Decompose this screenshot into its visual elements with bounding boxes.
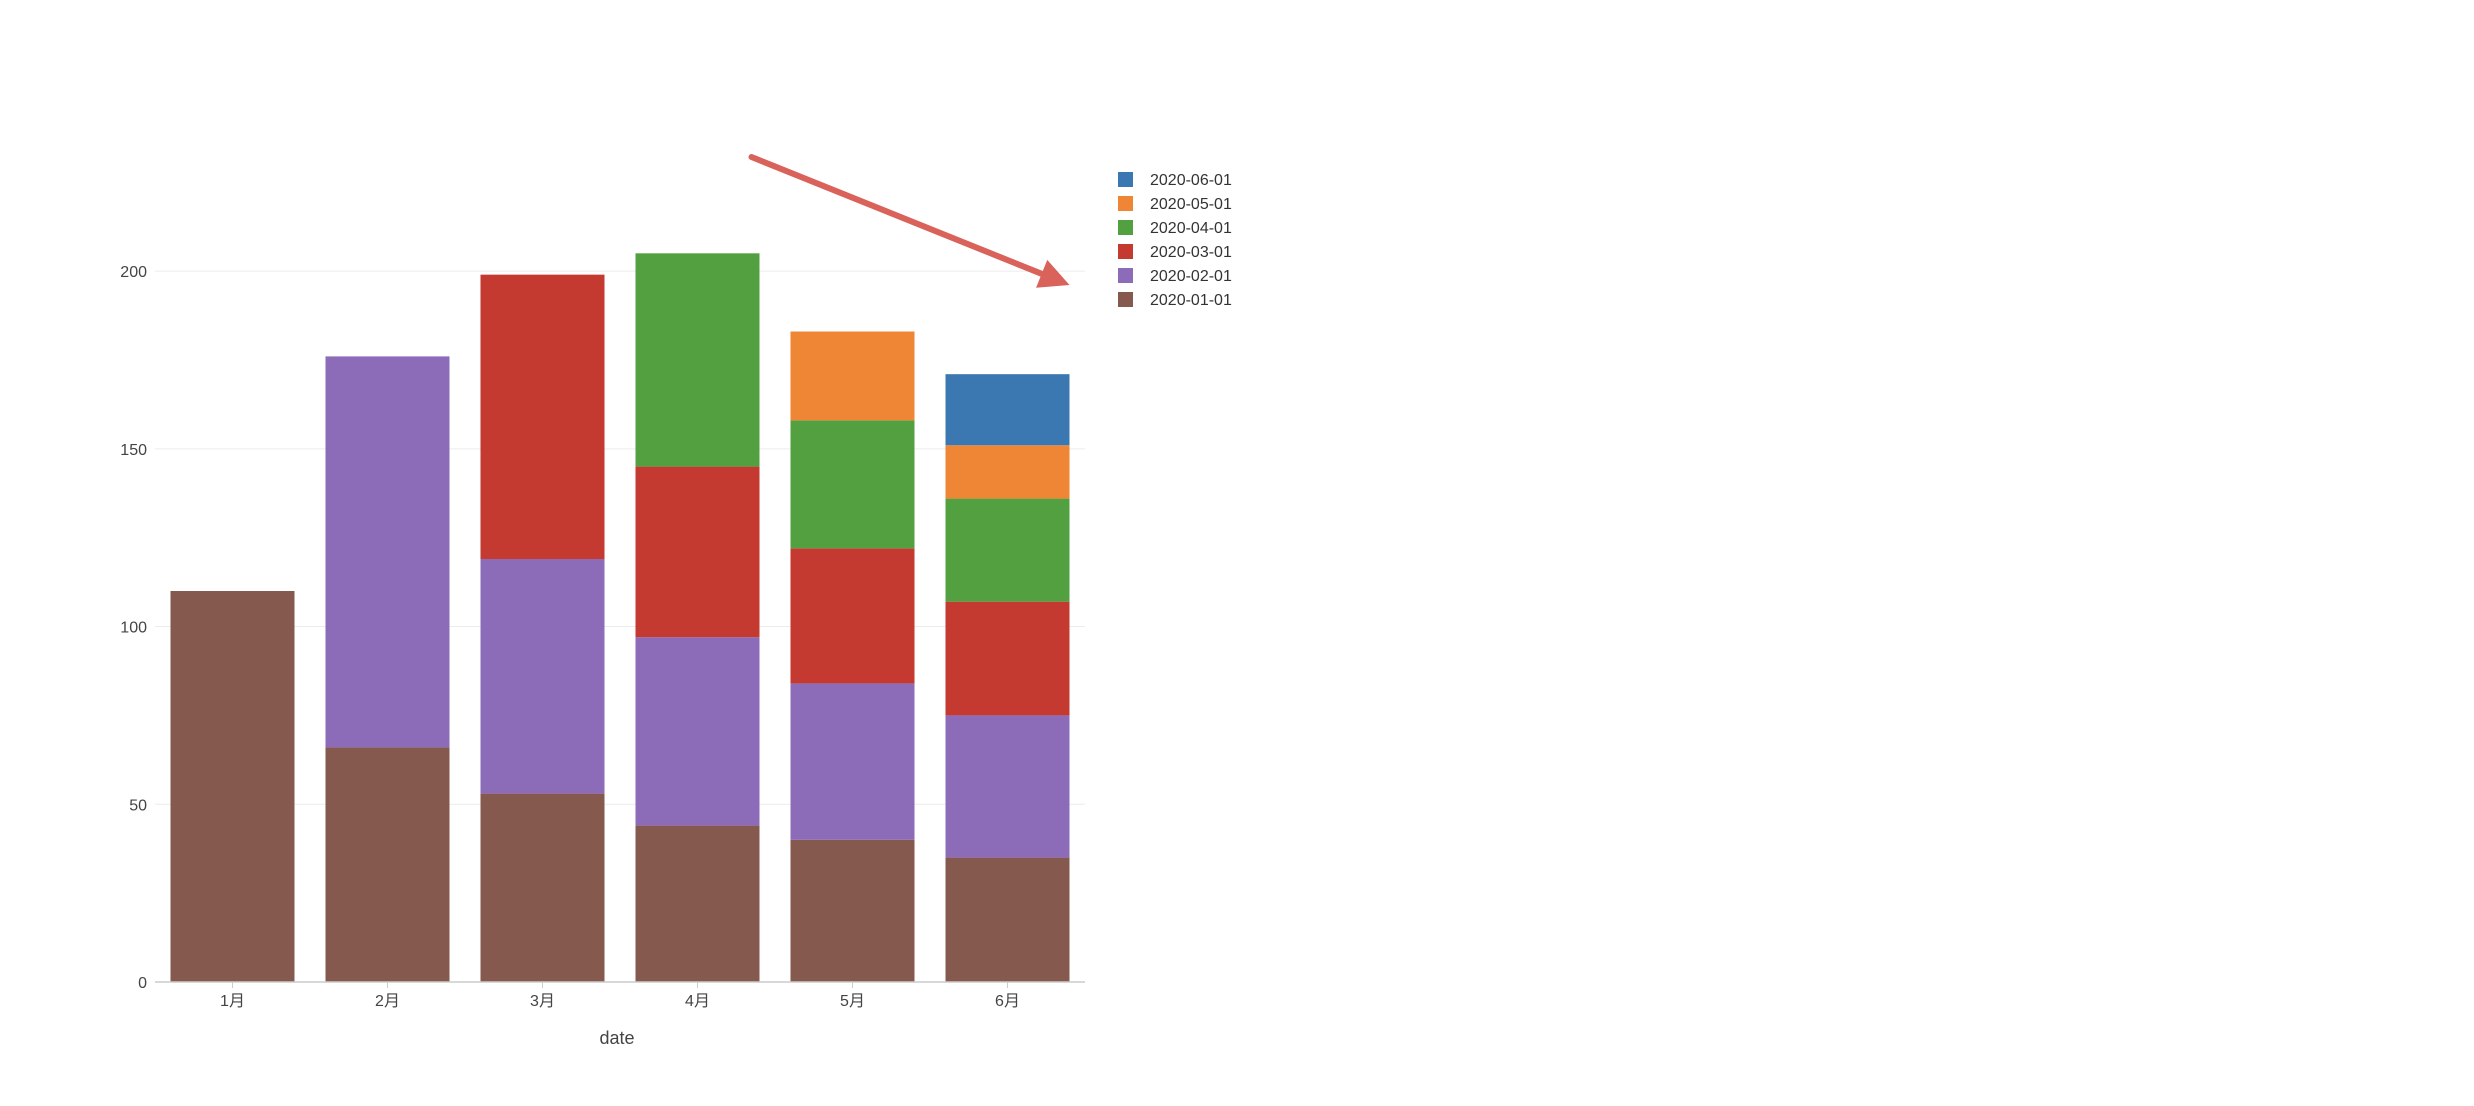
grid-lines bbox=[155, 270, 1085, 805]
bar-segment-2020-01-01[interactable] bbox=[945, 857, 1070, 982]
bar-segment-2020-05-01[interactable] bbox=[945, 445, 1070, 499]
legend-label: 2020-03-01 bbox=[1150, 244, 1232, 261]
bar-segment-2020-02-01[interactable] bbox=[480, 559, 605, 794]
bar-segment-2020-05-01[interactable] bbox=[790, 331, 915, 421]
y-tick-label: 200 bbox=[120, 264, 147, 281]
x-tick-label: 2月 bbox=[375, 993, 400, 1010]
x-tick-label: 6月 bbox=[995, 993, 1020, 1010]
bar-segment-2020-03-01[interactable] bbox=[790, 548, 915, 684]
bar-segment-2020-01-01[interactable] bbox=[790, 839, 915, 982]
bar-segment-2020-02-01[interactable] bbox=[790, 683, 915, 840]
legend-label: 2020-06-01 bbox=[1150, 172, 1232, 189]
bar-segment-2020-02-01[interactable] bbox=[635, 637, 760, 826]
x-axis-title: date bbox=[599, 1028, 634, 1048]
bar-segment-2020-03-01[interactable] bbox=[635, 466, 760, 638]
trend-arrow bbox=[748, 154, 1070, 288]
y-tick-label: 150 bbox=[120, 442, 147, 459]
bars bbox=[170, 253, 1070, 982]
legend-swatch bbox=[1118, 196, 1133, 211]
bar-segment-2020-03-01[interactable] bbox=[480, 274, 605, 560]
legend-swatch bbox=[1118, 220, 1133, 235]
legend-item-2020-03-01[interactable]: 2020-03-01 bbox=[1118, 244, 1232, 261]
bar-segment-2020-06-01[interactable] bbox=[945, 374, 1070, 446]
bar-segment-2020-01-01[interactable] bbox=[325, 747, 450, 982]
legend-item-2020-05-01[interactable]: 2020-05-01 bbox=[1118, 196, 1232, 213]
bar-segment-2020-03-01[interactable] bbox=[945, 601, 1070, 716]
legend-item-2020-01-01[interactable]: 2020-01-01 bbox=[1118, 292, 1232, 309]
y-tick-label: 50 bbox=[129, 797, 147, 814]
bar-segment-2020-04-01[interactable] bbox=[790, 420, 915, 549]
legend-swatch bbox=[1118, 172, 1133, 187]
legend-swatch bbox=[1118, 268, 1133, 283]
bar-segment-2020-04-01[interactable] bbox=[635, 253, 760, 467]
bar-segment-2020-02-01[interactable] bbox=[945, 715, 1070, 858]
x-tick-label: 1月 bbox=[220, 993, 245, 1010]
legend-item-2020-06-01[interactable]: 2020-06-01 bbox=[1118, 172, 1232, 189]
legend-label: 2020-02-01 bbox=[1150, 268, 1232, 285]
legend-swatch bbox=[1118, 292, 1133, 307]
bar-segment-2020-01-01[interactable] bbox=[480, 793, 605, 982]
legend-label: 2020-04-01 bbox=[1150, 220, 1232, 237]
arrow-shaft bbox=[748, 154, 1045, 277]
legend-item-2020-02-01[interactable]: 2020-02-01 bbox=[1118, 268, 1232, 285]
bar-segment-2020-04-01[interactable] bbox=[945, 498, 1070, 602]
bar-segment-2020-01-01[interactable] bbox=[170, 591, 295, 982]
y-tick-label: 0 bbox=[138, 975, 147, 992]
x-tick-label: 5月 bbox=[840, 993, 865, 1010]
bar-segment-2020-01-01[interactable] bbox=[635, 825, 760, 982]
x-tick-label: 4月 bbox=[685, 993, 710, 1010]
legend-label: 2020-01-01 bbox=[1150, 292, 1232, 309]
arrow-head bbox=[1036, 259, 1070, 288]
legend-item-2020-04-01[interactable]: 2020-04-01 bbox=[1118, 220, 1232, 237]
bar-segment-2020-02-01[interactable] bbox=[325, 356, 450, 748]
legend-label: 2020-05-01 bbox=[1150, 196, 1232, 213]
legend[interactable]: 2020-06-01 2020-05-01 2020-04-01 2020-03-01… bbox=[1118, 172, 1232, 309]
x-tick-label: 3月 bbox=[530, 993, 555, 1010]
axes: 0 50 100 150 200 1月 2月 3月 4月 5月 6月 bbox=[120, 264, 1085, 1010]
legend-swatch bbox=[1118, 244, 1133, 259]
y-tick-label: 100 bbox=[120, 620, 147, 637]
